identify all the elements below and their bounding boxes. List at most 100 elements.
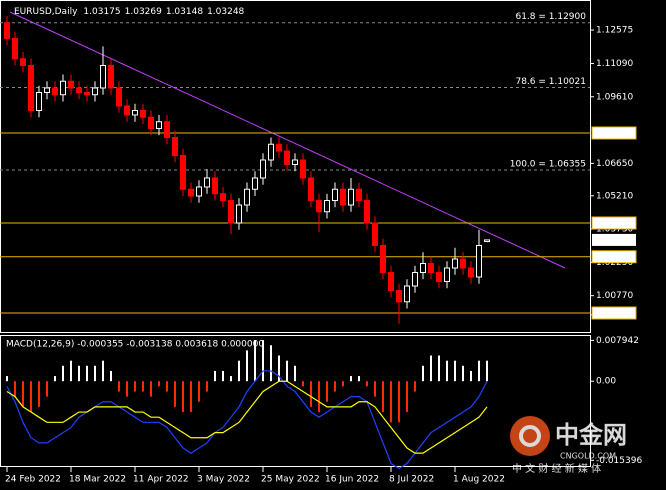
candle-body bbox=[284, 150, 290, 165]
macd-bar bbox=[342, 381, 344, 387]
candle-body bbox=[20, 58, 26, 66]
macd-bar bbox=[478, 360, 480, 382]
candle-body bbox=[12, 37, 18, 60]
level-box bbox=[591, 250, 637, 264]
macd-bar bbox=[78, 365, 80, 382]
price-box-label: 1.03248 bbox=[594, 235, 631, 245]
x-tick-label: 24 Feb 2022 bbox=[5, 475, 61, 485]
macd-bar bbox=[278, 355, 280, 382]
macd-bar bbox=[86, 365, 88, 382]
candle-body bbox=[180, 154, 186, 190]
macd-bar bbox=[302, 381, 304, 387]
candle-body bbox=[372, 222, 378, 247]
macd-bar bbox=[222, 370, 224, 382]
candle-body bbox=[292, 159, 298, 165]
macd-bar bbox=[470, 370, 472, 382]
candle-body bbox=[76, 87, 82, 93]
macd-bar bbox=[270, 345, 272, 382]
logo-mark bbox=[519, 425, 541, 447]
macd-bar bbox=[374, 381, 376, 397]
level-box-label: 1.08000 bbox=[594, 128, 631, 138]
macd-bar bbox=[14, 381, 16, 397]
macd-bar bbox=[142, 381, 144, 392]
candle-body bbox=[212, 177, 218, 195]
y-tick-label: 1.03730 bbox=[596, 225, 633, 235]
candle-body bbox=[444, 267, 450, 283]
macd-bar bbox=[326, 381, 328, 402]
candle-body bbox=[68, 80, 74, 89]
x-tick-label: 8 Jul 2022 bbox=[389, 475, 434, 485]
macd-bar bbox=[438, 355, 440, 382]
macd-bar bbox=[398, 381, 400, 423]
macd-bar bbox=[166, 381, 168, 392]
macd-bar bbox=[30, 381, 32, 413]
macd-bar bbox=[286, 360, 288, 382]
candle-body bbox=[4, 22, 10, 39]
macd-bar bbox=[238, 360, 240, 382]
macd-bar bbox=[182, 381, 184, 413]
y-tick-label: 1.00770 bbox=[596, 291, 633, 301]
x-tick-label: 25 May 2022 bbox=[261, 475, 320, 485]
candle-body bbox=[332, 188, 338, 201]
candle-body bbox=[188, 188, 194, 197]
watermark-slogan: 中 文 财 经 新 媒 体 bbox=[512, 462, 601, 475]
open-value: 1.03175 bbox=[83, 7, 120, 17]
candle-body bbox=[348, 188, 354, 206]
macd-bar bbox=[246, 350, 248, 382]
candle-body bbox=[116, 87, 122, 107]
candle-body bbox=[44, 87, 50, 93]
macd-bar bbox=[430, 355, 432, 382]
candle-body bbox=[28, 64, 34, 111]
candle-body bbox=[92, 87, 98, 96]
macd-bar bbox=[390, 381, 392, 423]
candle-body bbox=[308, 177, 314, 201]
macd-bar bbox=[318, 381, 320, 413]
candle-body bbox=[428, 263, 434, 274]
macd-bar bbox=[350, 376, 352, 382]
x-tick-label: 1 Aug 2022 bbox=[453, 475, 505, 485]
header: EURUSD,Daily 1.03175 1.03269 1.03148 1.03248 bbox=[14, 7, 245, 17]
candle-body bbox=[356, 188, 362, 201]
y-tick-label: 1.09610 bbox=[596, 92, 633, 102]
level-box-label: 1.04000 bbox=[594, 218, 631, 228]
macd-bar bbox=[454, 360, 456, 382]
candle-body bbox=[244, 188, 250, 206]
candle-body bbox=[52, 87, 58, 96]
candle-body bbox=[148, 116, 154, 129]
candle-body bbox=[476, 245, 482, 278]
candle-body bbox=[380, 245, 386, 274]
macd-bar bbox=[6, 376, 8, 382]
macd-bar bbox=[214, 370, 216, 382]
candle-body bbox=[220, 193, 226, 201]
macd-y-tick-label: -0.015396 bbox=[596, 456, 642, 466]
macd-bar bbox=[62, 365, 64, 382]
candle-body bbox=[164, 121, 170, 138]
macd-bar bbox=[94, 365, 96, 382]
candle-body bbox=[340, 188, 346, 206]
candle-body bbox=[276, 143, 282, 152]
macd-bar bbox=[174, 381, 176, 407]
macd-panel-frame bbox=[0, 335, 591, 467]
macd-bar bbox=[486, 360, 488, 382]
level-box bbox=[591, 216, 637, 230]
macd-bar bbox=[462, 365, 464, 382]
macd-bar bbox=[406, 381, 408, 413]
watermark-url: CNGOLD.COM bbox=[560, 452, 616, 461]
candle-body bbox=[236, 204, 242, 224]
candle-body bbox=[36, 91, 42, 111]
macd-bar bbox=[158, 381, 160, 387]
macd-bar bbox=[254, 340, 256, 382]
y-tick-label: 1.05210 bbox=[596, 191, 633, 201]
candle-body bbox=[484, 239, 490, 243]
x-tick-label: 18 Mar 2022 bbox=[69, 475, 126, 485]
macd-bar bbox=[294, 365, 296, 382]
macd-bar bbox=[190, 381, 192, 413]
candle-body bbox=[132, 109, 138, 116]
candle-body bbox=[156, 121, 162, 129]
candle-body bbox=[196, 186, 202, 197]
symbol-title: EURUSD,Daily bbox=[14, 7, 78, 17]
fib-level-label: 78.6 = 1.10021 bbox=[515, 77, 586, 87]
macd-y-tick-label: 0.00 bbox=[596, 377, 616, 387]
